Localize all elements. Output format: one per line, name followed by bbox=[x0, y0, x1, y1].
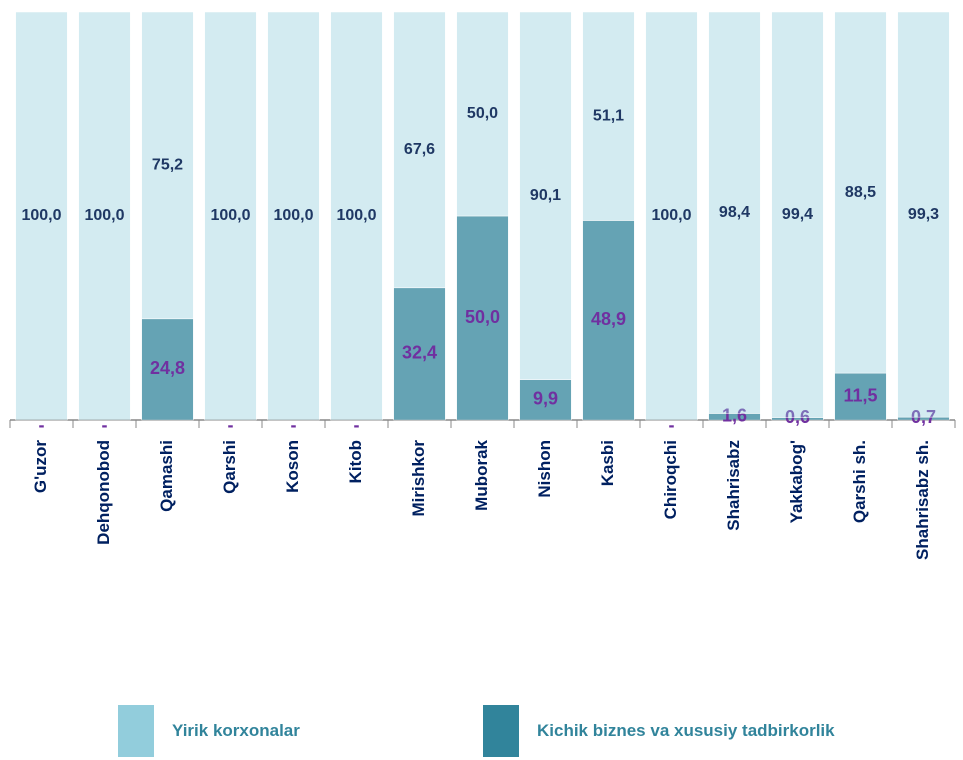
data-label: 98,4 bbox=[719, 204, 750, 221]
x-tick-label: G'uzor bbox=[31, 440, 50, 494]
x-tick-label: Mirishkor bbox=[409, 440, 428, 517]
data-label: 48,9 bbox=[591, 309, 626, 329]
data-label: 67,6 bbox=[404, 141, 435, 158]
bar-segment bbox=[771, 11, 824, 418]
data-label: 100,0 bbox=[210, 207, 250, 224]
x-tick-label: Yakkabog' bbox=[787, 440, 806, 523]
bar-segment bbox=[582, 11, 635, 221]
data-label: 11,5 bbox=[843, 385, 877, 405]
x-tick-label: Koson bbox=[283, 440, 302, 493]
x-tick-label: Chiroqchi bbox=[661, 440, 680, 519]
bar-segment bbox=[897, 11, 950, 418]
x-tick-label: Shahrisabz sh. bbox=[913, 440, 932, 560]
data-label: 1,6 bbox=[722, 405, 747, 425]
data-label: 100,0 bbox=[336, 207, 376, 224]
bar-segment bbox=[456, 215, 509, 421]
bar-segment bbox=[267, 11, 320, 421]
x-tick-label: Shahrisabz bbox=[724, 440, 743, 531]
x-tick-label: Kitob bbox=[346, 440, 365, 483]
bar-segment bbox=[78, 11, 131, 421]
data-label: 100,0 bbox=[21, 207, 61, 224]
data-label: 100,0 bbox=[273, 207, 313, 224]
bar-segment bbox=[393, 287, 446, 421]
bar-segment bbox=[393, 11, 446, 289]
bar-segment bbox=[330, 11, 383, 421]
legend-item: Kichik biznes va xususiy tadbirkorlik bbox=[483, 705, 857, 757]
data-label: - bbox=[228, 415, 234, 435]
data-label: - bbox=[291, 415, 297, 435]
chart: - 100,0 G'uzor - 100,0 Dehqonobod 24,8 75,2 Qama… bbox=[9, 11, 956, 560]
data-label: 50,0 bbox=[465, 307, 500, 327]
x-tick-label: Qarshi bbox=[220, 440, 239, 494]
data-label: 100,0 bbox=[651, 207, 691, 224]
data-label: 90,1 bbox=[530, 187, 561, 204]
data-label: 51,1 bbox=[593, 107, 624, 124]
data-label: 0,6 bbox=[785, 407, 810, 427]
data-label: 100,0 bbox=[84, 207, 124, 224]
legend-label: Kichik biznes va xususiy tadbirkorlik bbox=[537, 721, 835, 740]
data-label: - bbox=[354, 415, 360, 435]
data-label: 32,4 bbox=[402, 343, 437, 363]
data-label: - bbox=[39, 415, 45, 435]
bar-segment bbox=[519, 11, 572, 380]
x-tick-label: Qarshi sh. bbox=[850, 440, 869, 523]
x-tick-label: Kasbi bbox=[598, 440, 617, 486]
data-label: 0,7 bbox=[911, 407, 936, 427]
data-label: - bbox=[669, 415, 675, 435]
x-tick-label: Muborak bbox=[472, 439, 491, 510]
data-label: - bbox=[102, 415, 108, 435]
x-tick-label: Dehqonobod bbox=[94, 440, 113, 545]
bar-segment bbox=[582, 220, 635, 421]
legend-swatch bbox=[483, 705, 519, 757]
data-label: 99,3 bbox=[908, 206, 939, 223]
data-label: 50,0 bbox=[467, 105, 498, 122]
bar-segment bbox=[708, 11, 761, 414]
bar-segment bbox=[456, 11, 509, 217]
bar-segment bbox=[834, 11, 887, 374]
bar-segment bbox=[141, 11, 194, 320]
legend-swatch bbox=[118, 705, 154, 757]
x-tick-label: Qamashi bbox=[157, 440, 176, 512]
bar-segment bbox=[15, 11, 68, 421]
bar-segment bbox=[141, 318, 194, 421]
legend-item: Yirik korxonalar bbox=[118, 705, 372, 757]
data-label: 88,5 bbox=[845, 184, 876, 201]
legend-label: Yirik korxonalar bbox=[172, 721, 300, 740]
bar-segment bbox=[645, 11, 698, 421]
data-label: 99,4 bbox=[782, 206, 813, 223]
data-label: 24,8 bbox=[150, 358, 185, 378]
data-label: 75,2 bbox=[152, 157, 183, 174]
data-label: 9,9 bbox=[533, 389, 558, 409]
x-tick-label: Nishon bbox=[535, 440, 554, 498]
bar-segment bbox=[834, 372, 887, 421]
bar-segment bbox=[204, 11, 257, 421]
